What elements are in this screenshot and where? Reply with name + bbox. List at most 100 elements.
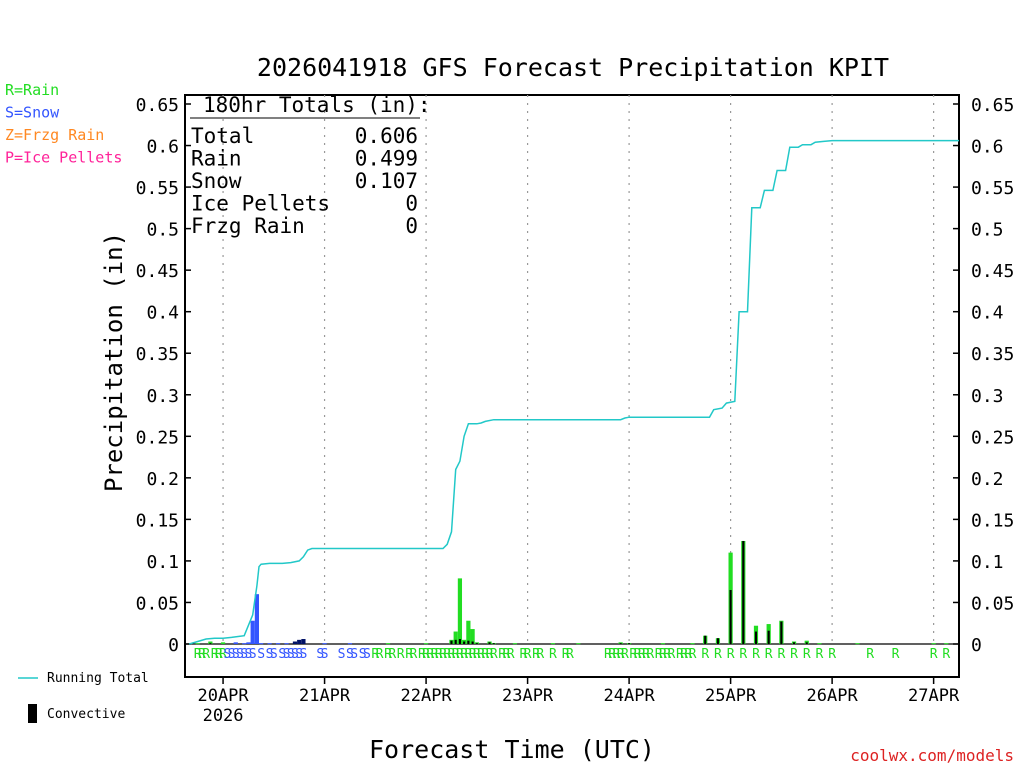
type-code: R	[219, 647, 227, 662]
type-code: R	[456, 647, 464, 662]
legend-type-0: R=Rain	[5, 81, 59, 99]
x-tick-label: 22APR	[400, 686, 452, 706]
y-tick-label-left: 0.1	[146, 552, 179, 573]
convective-bar	[716, 638, 719, 644]
type-code: S	[257, 647, 265, 662]
type-code: R	[752, 647, 760, 662]
type-code: S	[338, 647, 346, 662]
y-tick-label-right: 0.25	[971, 427, 1014, 448]
type-code: R	[689, 647, 697, 662]
type-code: R	[388, 647, 396, 662]
precip-bar	[453, 631, 458, 644]
y-tick-label-right: 0.3	[971, 386, 1004, 407]
type-code: R	[892, 647, 900, 662]
convective-bar	[450, 640, 453, 644]
type-code: R	[409, 647, 417, 662]
totals-label: Rain	[191, 147, 242, 171]
convective-bar	[463, 641, 466, 644]
type-code: R	[371, 647, 379, 662]
totals-value: 0	[405, 214, 418, 238]
y-tick-label-left: 0.45	[136, 261, 179, 282]
precip-bar	[855, 643, 860, 645]
type-code: R	[714, 647, 722, 662]
precip-bar	[297, 639, 302, 644]
type-code: S	[359, 647, 367, 662]
type-code: S	[295, 647, 303, 662]
x-tick-label: 26APR	[807, 686, 859, 706]
type-code: R	[790, 647, 798, 662]
y-axis-left: 0 0.05 0.1 0.15 0.2 0.25 0.3 0.35 0.4 0.45 0.5 0.55…	[136, 95, 191, 656]
y-tick-label-right: 0.4	[971, 303, 1004, 324]
precip-bar	[284, 643, 289, 645]
type-code: R	[629, 647, 637, 662]
precip-bar	[275, 643, 281, 645]
type-code: R	[765, 647, 773, 662]
precip-bar	[233, 642, 238, 644]
precip-type-legend: R=Rain S=Snow Z=Frzg Rain P=Ice Pellets	[5, 81, 122, 167]
totals-box: 180hr Totals (in): Total 0.606 Rain 0.499 Sn…	[190, 93, 431, 238]
precip-bar	[817, 643, 822, 645]
precip-bar	[242, 643, 247, 645]
type-code: R	[562, 647, 570, 662]
type-code: S	[245, 647, 253, 662]
type-code: R	[655, 647, 663, 662]
y-tick-label-right: 0.55	[971, 178, 1014, 199]
type-code: R	[460, 647, 468, 662]
y-tick-label-left: 0.2	[146, 469, 179, 490]
type-code: R	[566, 647, 574, 662]
type-code: R	[549, 647, 557, 662]
type-code: R	[198, 647, 206, 662]
type-code: R	[194, 647, 202, 662]
convective-legend-label: Convective	[47, 707, 125, 722]
y-tick-label-left: 0.35	[136, 344, 179, 365]
precip-bar	[385, 643, 391, 645]
precip-bar	[550, 643, 556, 645]
type-code: R	[397, 647, 405, 662]
convective-bar	[729, 590, 732, 644]
precip-bar	[301, 639, 306, 644]
type-code: S	[266, 647, 274, 662]
type-code: R	[384, 647, 392, 662]
type-code: R	[452, 647, 460, 662]
type-code: R	[215, 647, 223, 662]
precip-bar	[267, 643, 272, 645]
precip-bar	[512, 643, 518, 645]
footer-credit: coolwx.com/models	[850, 746, 1014, 765]
totals-value: 0.107	[355, 169, 418, 193]
type-code: R	[211, 647, 219, 662]
legend-type-3: P=Ice Pellets	[5, 149, 122, 167]
precip-bar	[195, 643, 200, 645]
precip-bar	[322, 643, 327, 645]
convective-bar	[492, 643, 495, 645]
precip-bar	[474, 642, 479, 644]
type-code: R	[739, 647, 747, 662]
type-code: R	[405, 647, 413, 662]
type-code: R	[642, 647, 650, 662]
precip-bar	[423, 643, 429, 645]
convective-bar	[704, 635, 707, 644]
type-code: S	[350, 647, 358, 662]
type-code: S	[270, 647, 278, 662]
type-code: R	[486, 647, 494, 662]
precip-bar	[292, 641, 298, 644]
type-code: S	[346, 647, 354, 662]
type-code: R	[443, 647, 451, 662]
precip-bar	[259, 643, 264, 645]
type-code: R	[646, 647, 654, 662]
type-code: S	[240, 647, 248, 662]
type-code: R	[448, 647, 456, 662]
type-code: S	[316, 647, 324, 662]
precip-bar	[208, 641, 213, 644]
precip-bar	[470, 629, 475, 644]
y-tick-label-left: 0.55	[136, 178, 179, 199]
precip-bar	[250, 620, 255, 644]
convective-bar	[780, 621, 783, 644]
y-tick-label-right: 0.15	[971, 510, 1014, 531]
type-code: R	[942, 647, 950, 662]
type-code: S	[232, 647, 240, 662]
type-code: S	[287, 647, 295, 662]
type-code: R	[866, 647, 874, 662]
type-code: R	[701, 647, 709, 662]
type-code: R	[604, 647, 612, 662]
